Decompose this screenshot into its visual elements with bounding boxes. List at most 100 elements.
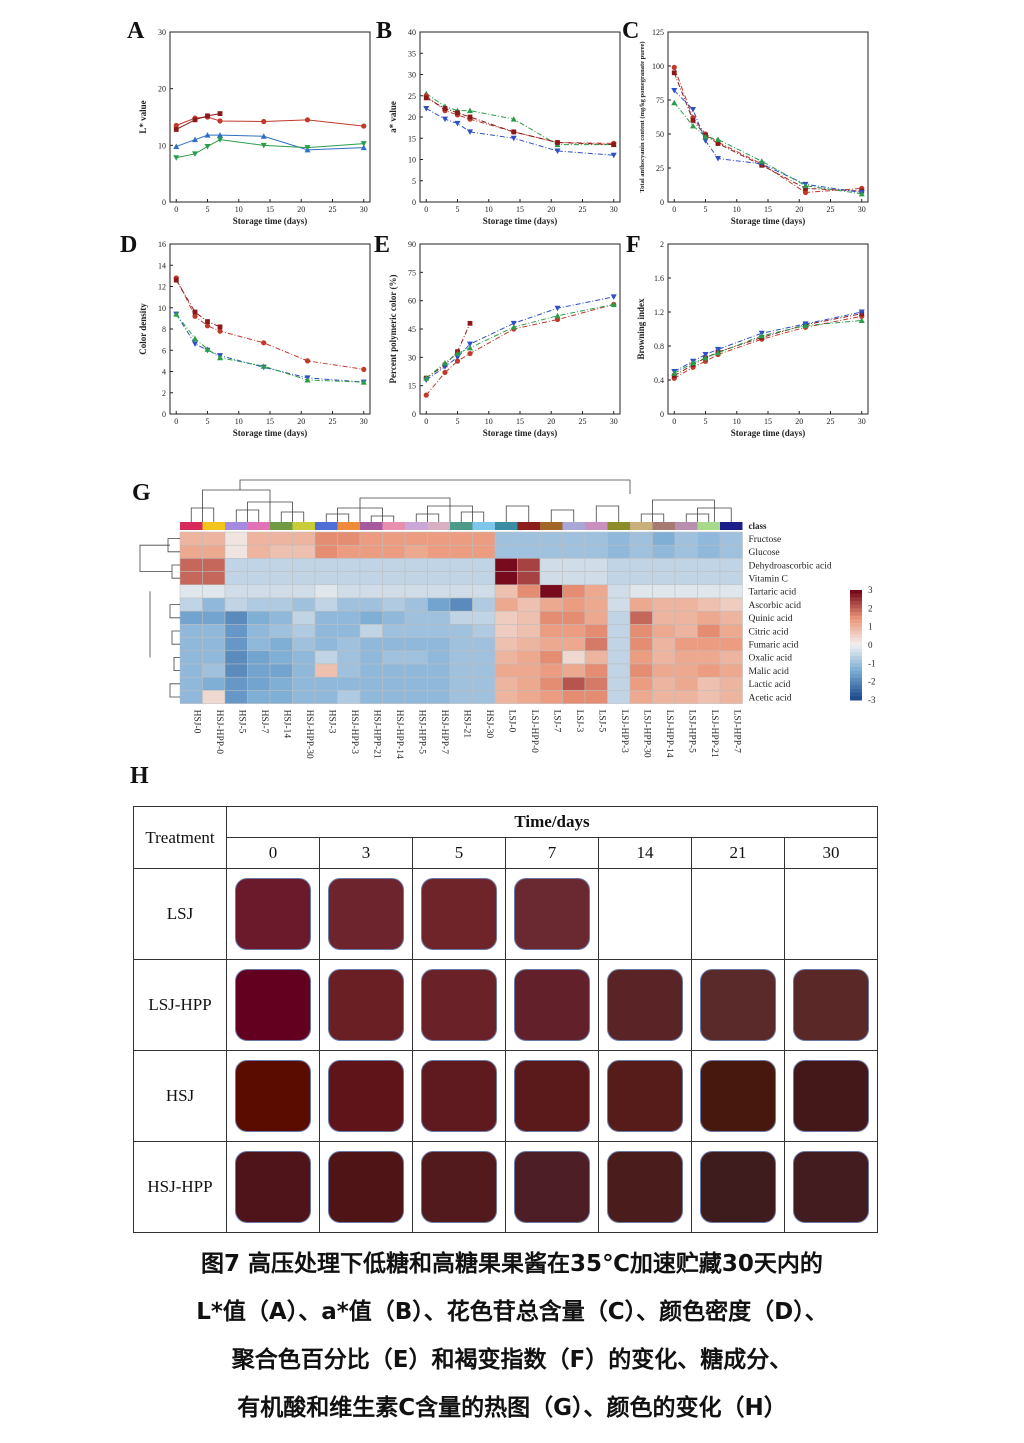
heatmap-cell xyxy=(202,597,226,612)
color-swatch xyxy=(328,1060,404,1132)
color-cell xyxy=(226,868,320,960)
color-swatch xyxy=(514,1151,590,1223)
heatmap-cell xyxy=(607,663,631,678)
data-point xyxy=(454,120,461,127)
color-cell xyxy=(505,1050,599,1142)
heatmap-cell xyxy=(292,624,316,638)
heatmap-cell xyxy=(404,676,428,691)
data-point xyxy=(260,142,267,149)
heatmap-cell xyxy=(652,610,676,625)
y-tick-label: 1.6 xyxy=(654,274,664,283)
series-line xyxy=(673,102,862,195)
y-tick-label: 10 xyxy=(408,156,416,165)
heatmap-cell xyxy=(562,544,586,559)
heatmap-cell xyxy=(539,571,563,586)
color-cell xyxy=(319,959,413,1051)
class-color-bar xyxy=(630,522,653,530)
x-tick-label: 20 xyxy=(795,205,803,214)
heatmap-cell xyxy=(337,597,361,612)
heatmap-cell xyxy=(719,544,743,559)
legend-gradient-step xyxy=(850,667,862,672)
color-cell xyxy=(226,1141,320,1233)
color-cell xyxy=(784,959,878,1051)
x-tick-label: 25 xyxy=(329,205,337,214)
heatmap-cell xyxy=(719,637,743,652)
heatmap-cell xyxy=(202,610,226,625)
row-branch xyxy=(171,564,180,579)
heatmap-cell xyxy=(562,610,586,625)
heatmap-cell xyxy=(674,584,698,599)
y-axis-label: Total anthocyanin content (mg/kg pomegra… xyxy=(639,41,646,192)
legend-gradient-step xyxy=(850,681,862,686)
class-color-bar xyxy=(225,522,248,530)
heatmap-cell xyxy=(382,544,406,559)
class-color-bar xyxy=(315,522,338,530)
y-tick-label: 0 xyxy=(660,410,664,419)
x-tick-label: 20 xyxy=(547,417,555,426)
color-swatch xyxy=(607,969,683,1041)
class-color-bar xyxy=(450,522,473,530)
legend-gradient-step xyxy=(850,608,862,613)
heatmap-cell xyxy=(494,531,518,546)
heatmap-cell xyxy=(269,571,293,586)
panel-letter-e: E xyxy=(374,232,391,258)
heatmap-cell xyxy=(607,558,631,572)
color-cell xyxy=(412,959,506,1051)
data-point xyxy=(173,311,180,317)
chart-panel-a: 0 5 10 15 20 25 30 0 10 20 30 Storage time (days) L*… xyxy=(138,28,371,226)
y-tick-label: 0.8 xyxy=(654,342,664,351)
heatmap-cell xyxy=(247,571,271,586)
heatmap-cell xyxy=(269,663,293,678)
color-swatch xyxy=(514,1060,590,1132)
treatment-row: HSJ-HPP xyxy=(133,1141,878,1233)
heatmap-cell xyxy=(472,676,496,691)
heatmap-cell xyxy=(269,610,293,625)
heatmap-cell xyxy=(292,571,316,586)
heatmap-cell xyxy=(292,531,316,546)
day-header: 3 xyxy=(319,837,413,869)
heatmap-cell xyxy=(269,597,293,612)
legend-gradient-step xyxy=(850,637,862,642)
dendrogram-branch xyxy=(595,505,620,522)
color-swatch xyxy=(421,1060,497,1132)
heatmap-cell xyxy=(697,531,721,546)
data-point xyxy=(467,320,473,326)
legend-tick: -3 xyxy=(868,695,876,705)
column-label: LSJ-5 xyxy=(596,710,606,733)
data-point xyxy=(192,117,198,123)
x-tick-label: 20 xyxy=(795,417,803,426)
y-tick-label: 5 xyxy=(412,177,416,186)
column-label: LSJ-HPP-21 xyxy=(709,710,719,758)
color-cell xyxy=(505,1141,599,1233)
data-point xyxy=(702,354,709,361)
heatmap-cell xyxy=(607,597,631,612)
row-label: Citric acid xyxy=(749,627,789,637)
heatmap-cell xyxy=(202,558,226,572)
heatmap-cell xyxy=(652,544,676,559)
heatmap-cell xyxy=(584,544,608,559)
heatmap-cell xyxy=(247,637,271,652)
heatmap-cell xyxy=(607,690,631,704)
heatmap-cell xyxy=(404,597,428,612)
heatmap-cell xyxy=(337,558,361,572)
color-cell xyxy=(505,868,599,960)
heatmap-cell xyxy=(449,531,473,546)
legend-gradient-step xyxy=(850,634,862,639)
data-point xyxy=(858,309,865,315)
y-tick-label: 45 xyxy=(408,325,416,334)
legend-gradient-step xyxy=(850,663,862,668)
heatmap-cell xyxy=(449,558,473,572)
heatmap-cell xyxy=(652,676,676,691)
heatmap-cell xyxy=(359,531,383,546)
data-point xyxy=(858,317,865,323)
x-tick-label: 0 xyxy=(424,417,428,426)
data-point xyxy=(204,323,211,329)
x-tick-label: 5 xyxy=(456,205,460,214)
data-point xyxy=(261,118,267,125)
heatmap-cell xyxy=(382,650,406,665)
x-tick-label: 5 xyxy=(206,205,210,214)
heatmap-cell xyxy=(359,690,383,704)
heatmap-cell xyxy=(224,584,248,599)
data-point xyxy=(610,152,617,159)
heatmap-cell xyxy=(494,597,518,612)
